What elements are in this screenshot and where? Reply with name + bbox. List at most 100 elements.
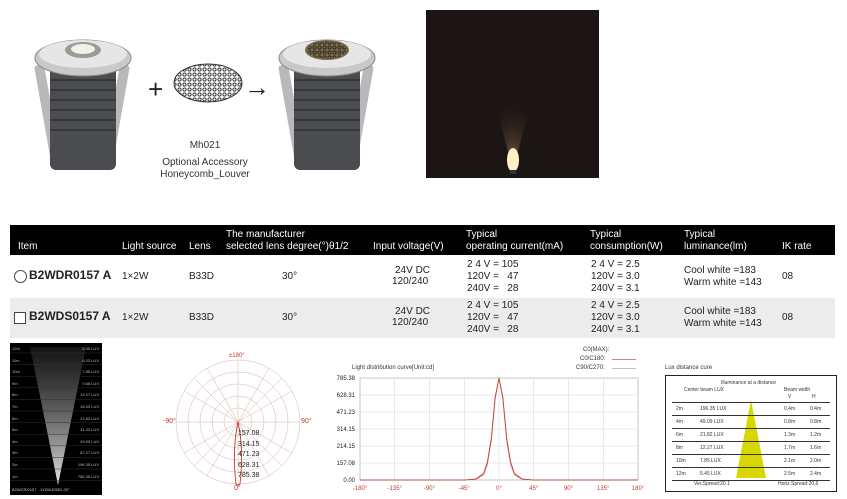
row-lum1: Cool white =183 (684, 306, 756, 317)
row-lum2: Warm white =143 (684, 318, 762, 329)
row-cur1: 2 4 V = 105 (467, 259, 519, 270)
lux-cell-v: 2.5m (784, 471, 796, 477)
lux-row: 6m 21.82 LUX 1.3m 1.2m (672, 428, 830, 441)
lux-cell-lux: 12.27 LUX (700, 445, 724, 451)
row-item-name: B2WDR0157 A (29, 268, 112, 282)
lux-row: 10m 7.85 LUX 2.1m 2.0m (672, 454, 830, 467)
lux-title: Lux distance cure (665, 365, 713, 371)
row-con2: 120V = 3.0 (591, 271, 640, 282)
th-degree-l1: The manufacturer (226, 229, 305, 240)
th-current-l1: Typical (466, 229, 498, 240)
y-tick-label: 214.15 (337, 444, 356, 450)
lux-row: 4m 49.09 LUX 0.8m 0.8m (672, 415, 830, 428)
lux-beam-triangle (736, 400, 766, 478)
th-ik: IK rate (782, 241, 812, 252)
beam-row-distance: 6m (12, 415, 18, 421)
row-lum1: Cool white =183 (684, 265, 756, 276)
lux-cell-lux: 196.35 LUX (700, 406, 727, 412)
row-lens: B33D (189, 312, 215, 323)
x-tick-label: 135° (597, 486, 610, 492)
table-row: B2WDR0157 A 1×2W B33D 30° 24V DC 120/240… (10, 257, 835, 297)
y-tick-label: 785.38 (337, 376, 356, 382)
polar-chart (175, 359, 301, 486)
series-line-c90c270 (360, 377, 638, 481)
row-cur3: 240V = 28 (467, 324, 519, 335)
lux-cell-v: 0.8m (784, 419, 796, 425)
row-input2: 120/240 (392, 317, 429, 328)
row-input2: 120/240 (392, 276, 429, 287)
beam-row-distance: 12m (12, 346, 20, 351)
row-ik: 08 (782, 312, 794, 323)
x-tick-label: -180° (353, 486, 368, 492)
beam-row-distance: 8m (12, 392, 18, 398)
th-luminance-l1: Typical (684, 229, 716, 240)
accessory-line1: Optional Accessory (162, 157, 248, 168)
checkbox-square[interactable] (14, 312, 26, 324)
legend-c90c270-swatch (612, 368, 636, 369)
beam-footer: B2WCR/0157 - 1X2W-B33D-20° (12, 487, 70, 492)
row-degree: 30° (282, 271, 298, 282)
lux-cell-lux: 7.85 LUX (700, 458, 721, 464)
beam-row-lux: 9.66 LUX (82, 380, 99, 386)
plus-sign: + (148, 74, 164, 104)
th-consumption-l1: Typical (590, 229, 622, 240)
x-tick-label: -90° (424, 486, 436, 492)
polar-ring-label: 157.08 (238, 430, 260, 437)
beam-row-lux: 6.22 LUX (82, 357, 99, 363)
spec-table-header: Item Light source Lens The manufacturer … (10, 225, 835, 255)
beam-row-distance: 2m (12, 462, 18, 467)
lux-cell-h: 1.2m (810, 432, 822, 438)
beam-row-distance: 1m (12, 473, 18, 479)
lux-row: 12m 5.45 LUX 2.5m 2.4m (672, 467, 830, 481)
lux-cell-v: 1.3m (784, 432, 796, 438)
lux-cell-v: 0.4m (784, 406, 796, 412)
lux-ver: Ver.Spread:20.1 (694, 481, 730, 487)
x-tick-label: 90° (564, 486, 574, 492)
lux-cell-d: 12m (676, 471, 686, 477)
legend-c0c180: C0/C180: (580, 356, 606, 362)
y-tick-label: 314.15 (337, 427, 356, 433)
polar-right-label: 90° (301, 418, 312, 425)
beam-diagram-panel: 12m 5.45 LUX 11m 6.22 LUX 10m 7.85 LUX 9m 9.66 … (10, 343, 102, 495)
lux-cell-h: 2.0m (810, 458, 822, 464)
fixture-image-louver (278, 39, 376, 170)
legend-c0c180-swatch (612, 359, 636, 360)
row-con1: 2 4 V = 2.5 (591, 259, 640, 270)
lux-cell-lux: 21.82 LUX (700, 432, 724, 438)
lux-hor: Horiz.Spread:20.6 (778, 481, 819, 487)
row-con1: 2 4 V = 2.5 (591, 300, 640, 311)
beam-row-distance: 9m (12, 380, 18, 386)
row-item-name: B2WDS0157 A (29, 309, 111, 323)
row-con3: 240V = 3.1 (591, 283, 640, 294)
accessory-code: Mh021 (189, 140, 221, 151)
y-tick-label: 157.08 (337, 461, 356, 467)
beam-row-distance: 3m (12, 450, 18, 456)
lux-col1: Center beam LUX (684, 387, 725, 393)
beam-row-lux: 87.27 LUX (80, 450, 99, 456)
beam-photo (426, 10, 599, 178)
beam-row-lux: 5.45 LUX (82, 346, 99, 351)
lux-panel: Illuminance at a distance Center beam LU… (665, 375, 837, 492)
legend-c90c270: C90/C270: (576, 365, 605, 371)
lux-cell-d: 2m (676, 406, 683, 412)
radio-circle[interactable] (14, 270, 27, 283)
lux-h: H (812, 394, 816, 400)
polar-ring-label: 628.31 (238, 461, 260, 469)
th-input: Input voltage(V) (373, 241, 444, 252)
lux-row: 8m 12.27 LUX 1.7m 1.6m (672, 441, 830, 454)
lux-v: V (788, 394, 792, 400)
beam-row-lux: 49.09 LUX (80, 438, 99, 444)
y-tick-label: 471.23 (337, 410, 356, 416)
x-tick-label: 180° (632, 486, 645, 492)
lux-cell-lux: 49.09 LUX (700, 419, 724, 425)
arrow-icon: → (244, 72, 270, 102)
x-tick-label: -135° (388, 486, 403, 492)
row-cur2: 120V = 47 (467, 312, 519, 323)
beam-row-distance: 10m (12, 369, 20, 375)
lux-col2: Beam width (784, 387, 811, 393)
beam-row-lux: 31.42 LUX (80, 427, 99, 433)
row-input1: 24V DC (395, 265, 431, 276)
row-con2: 120V = 3.0 (591, 312, 640, 323)
x-tick-label: 45° (529, 486, 539, 492)
row-lum2: Warm white =143 (684, 277, 762, 288)
